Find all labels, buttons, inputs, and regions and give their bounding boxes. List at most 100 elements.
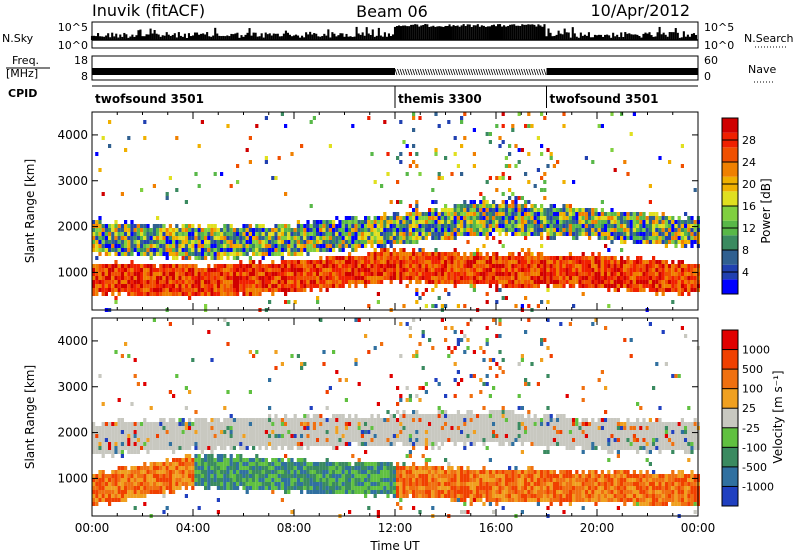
heat-cell <box>204 454 208 458</box>
colorbar-tick-label: 28 <box>742 134 756 147</box>
heat-cell <box>514 264 518 268</box>
heat-cell <box>149 248 153 252</box>
heat-cell <box>690 220 694 224</box>
heat-cell <box>261 430 265 434</box>
heat-cell <box>114 478 118 482</box>
heat-cell <box>245 148 249 152</box>
heat-cell <box>530 216 534 220</box>
heat-cell <box>469 272 473 276</box>
heat-cell <box>140 426 144 430</box>
heat-cell <box>655 240 659 244</box>
heat-cell <box>223 442 227 446</box>
heat-cell <box>316 272 320 276</box>
nave-mark <box>510 68 514 76</box>
heat-cell <box>108 236 112 240</box>
heat-cell <box>357 276 361 280</box>
heat-cell <box>556 216 560 220</box>
heat-cell <box>143 478 147 482</box>
heat-cell <box>101 224 105 228</box>
heat-cell <box>399 280 403 284</box>
heat-cell <box>562 268 566 272</box>
heat-cell <box>674 228 678 232</box>
heat-cell <box>239 458 243 462</box>
heat-cell <box>316 478 320 482</box>
heat-cell <box>370 244 374 248</box>
heat-cell <box>482 272 486 276</box>
heat-cell <box>668 236 672 240</box>
heat-cell <box>498 208 502 212</box>
heat-cell <box>632 284 636 288</box>
heat-cell <box>226 322 230 326</box>
heat-cell <box>162 426 166 430</box>
heat-cell <box>210 422 214 426</box>
heat-cell <box>504 164 508 168</box>
heat-cell <box>296 438 300 442</box>
heat-cell <box>124 422 128 426</box>
heat-cell <box>213 252 217 256</box>
heat-cell <box>597 268 601 272</box>
heat-cell <box>140 280 144 284</box>
heat-cell <box>210 418 214 422</box>
heat-cell <box>296 354 300 358</box>
heat-cell <box>639 240 643 244</box>
heat-cell <box>197 236 201 240</box>
heat-cell <box>332 268 336 272</box>
heat-cell <box>485 252 489 256</box>
heat-cell <box>280 280 284 284</box>
heat-cell <box>159 288 163 292</box>
heat-cell <box>456 272 460 276</box>
heat-cell <box>162 248 166 252</box>
heat-cell <box>242 240 246 244</box>
heat-cell <box>184 292 188 296</box>
heat-cell <box>370 240 374 244</box>
heat-cell <box>504 272 508 276</box>
heat-cell <box>373 260 377 264</box>
heat-cell <box>143 276 147 280</box>
heat-cell <box>277 280 281 284</box>
heat-cell <box>181 264 185 268</box>
heat-cell <box>236 486 240 490</box>
heat-cell <box>482 224 486 228</box>
heat-cell <box>280 284 284 288</box>
heat-cell <box>280 478 284 482</box>
heat-cell <box>402 140 406 144</box>
heat-cell <box>197 288 201 292</box>
heat-cell <box>405 240 409 244</box>
heat-cell <box>168 442 172 446</box>
heat-cell <box>306 422 310 426</box>
heat-cell <box>440 208 444 212</box>
heat-cell <box>648 288 652 292</box>
heat-cell <box>149 442 153 446</box>
heat-cell <box>367 116 371 120</box>
heat-cell <box>280 240 284 244</box>
heat-cell <box>146 264 150 268</box>
heat-cell <box>274 418 278 422</box>
heat-cell <box>172 470 176 474</box>
heat-cell <box>524 220 528 224</box>
heat-cell <box>415 164 419 168</box>
heat-cell <box>383 256 387 260</box>
heat-cell <box>364 228 368 232</box>
heat-cell <box>197 284 201 288</box>
heat-cell <box>188 466 192 470</box>
heat-cell <box>693 268 697 272</box>
heat-cell <box>146 482 150 486</box>
heat-cell <box>597 224 601 228</box>
heat-cell <box>232 458 236 462</box>
heat-cell <box>124 248 128 252</box>
heat-cell <box>312 236 316 240</box>
heat-cell <box>552 264 556 268</box>
heat-cell <box>92 240 96 244</box>
heat-cell <box>226 232 230 236</box>
nave-mark <box>429 68 433 76</box>
heat-cell <box>344 280 348 284</box>
heat-cell <box>200 240 204 244</box>
heat-cell <box>162 494 166 498</box>
heat-cell <box>536 280 540 284</box>
heat-cell <box>114 450 118 454</box>
heat-cell <box>258 276 262 280</box>
heat-cell <box>463 272 467 276</box>
heat-cell <box>258 434 262 438</box>
heat-cell <box>104 430 108 434</box>
